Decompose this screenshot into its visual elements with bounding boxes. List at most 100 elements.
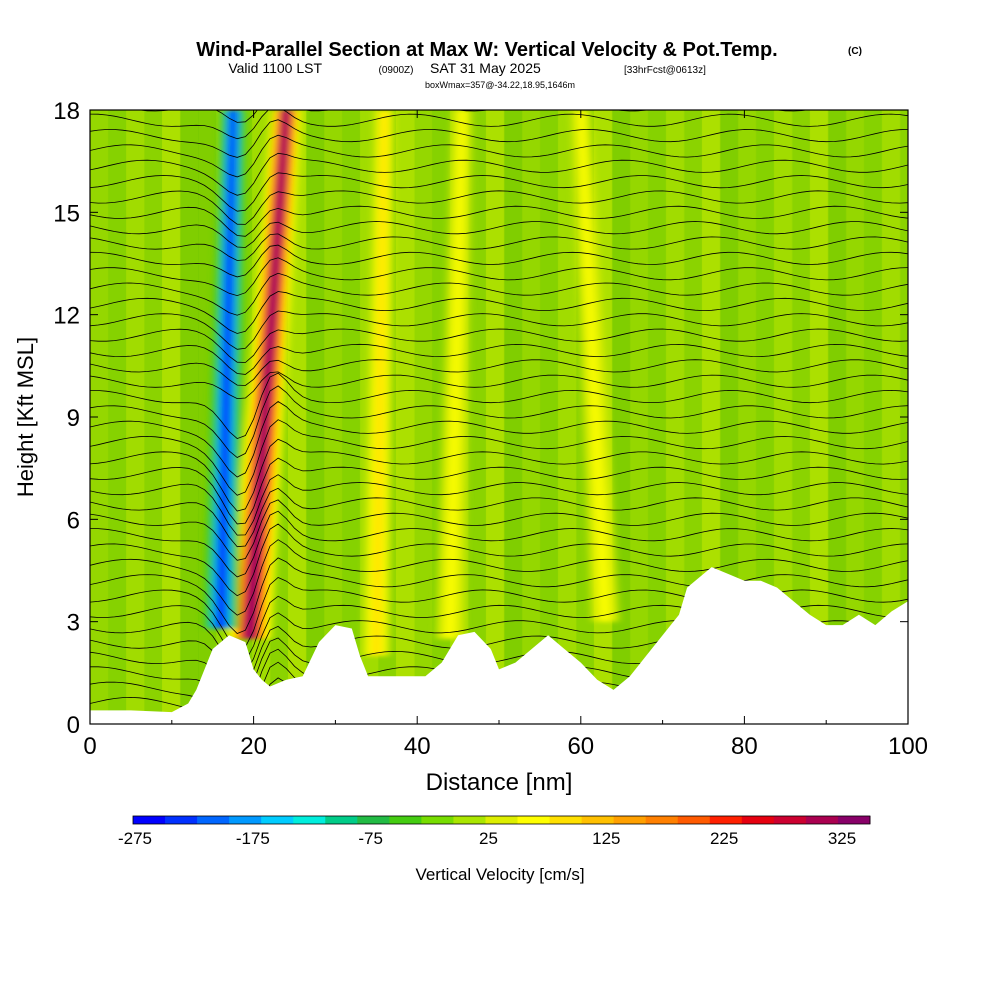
colorbar-swatch	[421, 816, 454, 824]
y-tick-label: 12	[53, 303, 80, 330]
theta-isoline	[90, 371, 908, 400]
y-tick-label: 6	[67, 507, 80, 534]
field-stripe	[143, 110, 163, 724]
field-stripe	[719, 110, 739, 724]
field-stripe	[503, 110, 523, 724]
field-stripe	[413, 110, 433, 724]
field-stripe	[863, 110, 883, 724]
colorbar-swatch	[549, 816, 583, 824]
colorbar-swatch	[517, 816, 551, 824]
theta-isoline	[90, 272, 908, 316]
x-tick-label: 40	[404, 733, 431, 760]
theta-isoline	[90, 190, 908, 225]
field-stripe	[773, 110, 793, 724]
colorbar-tick-label: 25	[479, 829, 498, 848]
colorbar-swatch	[805, 816, 839, 824]
theta-isoline	[90, 244, 908, 278]
colorbar-frame	[132, 815, 871, 825]
valid-utc: (0900Z)	[378, 65, 413, 76]
theta-isoline	[90, 523, 908, 597]
colorbar-swatch	[165, 816, 198, 824]
theta-isoline	[90, 510, 908, 578]
updraft-band	[445, 110, 466, 639]
colorbar-swatch	[485, 816, 519, 824]
theta-isoline	[90, 457, 908, 525]
theta-isoline	[90, 257, 908, 297]
field-stripe	[395, 110, 415, 724]
theta-isoline	[90, 172, 908, 212]
colorbar-swatch	[389, 816, 422, 824]
theta-isoline	[137, 110, 810, 123]
colorbar-label: Vertical Velocity [cm/s]	[415, 865, 584, 884]
theta-isoline	[90, 487, 908, 548]
colorbar-swatch	[453, 816, 486, 824]
valid-date: SAT 31 May 2025	[430, 60, 541, 76]
theta-isoline	[90, 221, 908, 248]
terrain-mask	[90, 567, 908, 724]
y-tick-label: 3	[67, 610, 80, 637]
theta-isoline	[90, 539, 908, 616]
y-tick-label: 0	[67, 712, 80, 739]
field-stripe	[629, 110, 649, 724]
box-wmax-info: boxWmax=357@-34.22,18.95,1646m	[425, 80, 575, 90]
y-tick-label: 18	[53, 98, 80, 125]
colorbar-swatch	[133, 816, 166, 824]
field-stripe	[539, 110, 559, 724]
theta-isoline	[90, 328, 908, 363]
field-stripe	[179, 110, 199, 724]
colorbar-tick-label: -275	[118, 829, 152, 848]
field-stripe	[161, 110, 181, 724]
theta-isoline	[90, 438, 908, 512]
theta-isoline	[90, 343, 908, 375]
colorbar	[132, 815, 871, 825]
velocity-field	[90, 110, 908, 724]
colorbar-swatch	[677, 816, 711, 824]
x-tick-label: 60	[567, 733, 594, 760]
field-stripe	[125, 110, 145, 724]
colorbar-swatch	[325, 816, 358, 824]
theta-isoline	[90, 372, 908, 440]
x-tick-label: 20	[240, 733, 267, 760]
field-stripe	[881, 110, 901, 724]
theta-isoline	[90, 119, 908, 158]
x-axis: 0 20 40 60 80 100	[83, 110, 928, 760]
theta-isoline	[90, 474, 908, 536]
y-axis: 0 3 6 9 12 15 18	[53, 98, 908, 739]
theta-isolines	[90, 110, 908, 724]
colorbar-swatch	[773, 816, 807, 824]
colorbar-tick-label: 225	[710, 829, 738, 848]
theta-isoline	[90, 557, 908, 634]
y-axis-label: Height [Kft MSL]	[13, 337, 38, 497]
field-stripe	[737, 110, 757, 724]
field-stripe	[755, 110, 775, 724]
theta-isoline	[90, 134, 908, 178]
colorbar-swatch	[613, 816, 647, 824]
theta-isoline	[90, 233, 908, 261]
x-tick-label: 80	[731, 733, 758, 760]
field-stripe	[611, 110, 631, 724]
colorbar-swatch	[709, 816, 743, 824]
theta-isoline	[90, 359, 908, 386]
colorbar-swatch	[261, 816, 294, 824]
downdraft-band	[216, 110, 237, 629]
field-stripe	[90, 110, 109, 724]
colorbar-swatch	[837, 816, 871, 824]
colorbar-tick-labels: -275 -175 -75 25 125 225 325	[118, 829, 856, 848]
colorbar-swatch	[357, 816, 390, 824]
theta-isoline	[90, 310, 908, 350]
updraft-band	[372, 110, 388, 656]
x-tick-label: 0	[83, 733, 96, 760]
y-tick-label: 9	[67, 405, 80, 432]
field-stripe	[557, 110, 577, 724]
x-tick-label: 100	[888, 733, 928, 760]
theta-isoline	[90, 385, 908, 458]
colorbar-swatch	[197, 816, 230, 824]
colorbar-swatch	[229, 816, 262, 824]
theta-isoline	[90, 419, 908, 496]
x-axis-label: Distance [nm]	[426, 769, 573, 796]
colorbar-swatch	[645, 816, 679, 824]
colorbar-swatch	[581, 816, 615, 824]
forecast-info: [33hrFcst@0613z]	[624, 65, 706, 76]
theta-isoline	[90, 110, 908, 140]
